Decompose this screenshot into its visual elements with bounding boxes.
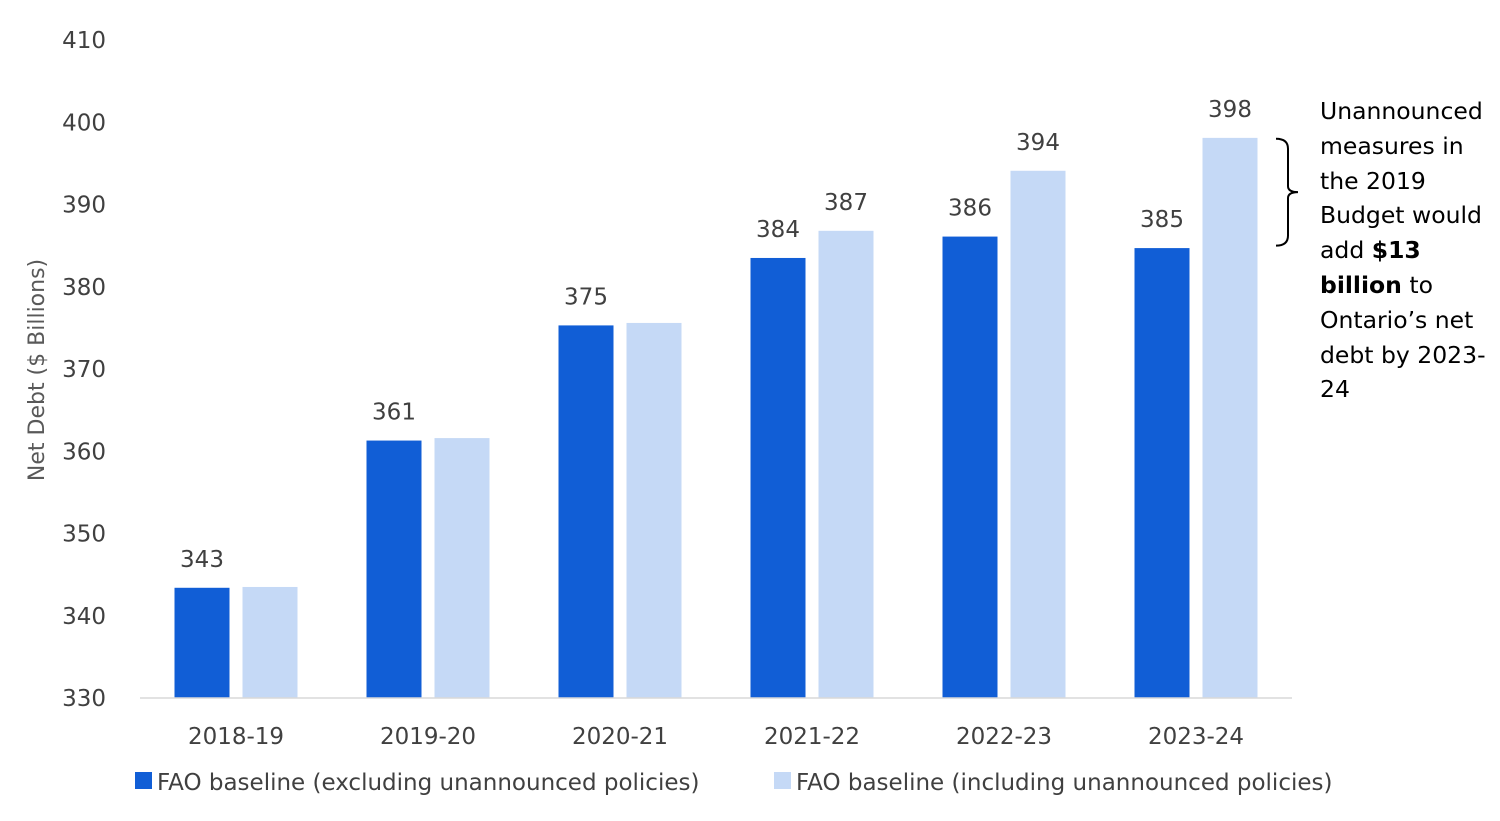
data-label: 375	[564, 284, 608, 310]
y-axis-ticks: 330 340 350 360 370 380 390 400 410	[62, 28, 106, 712]
y-tick-label: 380	[62, 275, 106, 301]
annotation-text: Unannounced measures in the 2019 Budget …	[1320, 94, 1495, 407]
bar-including-2019-20	[434, 438, 490, 698]
y-tick-label: 330	[62, 686, 106, 712]
data-label: 386	[948, 196, 992, 222]
legend: FAO baseline (excluding unannounced poli…	[135, 770, 1332, 796]
legend-label-excluding: FAO baseline (excluding unannounced poli…	[157, 770, 699, 796]
bar-including-2022-23	[1010, 170, 1066, 699]
data-label: 385	[1140, 207, 1184, 233]
data-label: 384	[756, 217, 800, 243]
bar-excluding-2022-23	[942, 236, 998, 698]
x-axis-ticks: 2018-19 2019-20 2020-21 2021-22 2022-23 2023-…	[188, 724, 1244, 750]
y-tick-label: 390	[62, 193, 106, 219]
bar-including-2020-21	[626, 322, 682, 698]
annotation-text-before: Unannounced measures in the 2019 Budget …	[1320, 97, 1483, 265]
data-label: 387	[824, 190, 868, 216]
data-label: 343	[180, 547, 224, 573]
y-tick-label: 410	[62, 28, 106, 54]
x-tick-label: 2019-20	[380, 724, 476, 750]
bar-excluding-2018-19	[174, 587, 230, 698]
bar-excluding-2020-21	[558, 325, 614, 698]
bar-excluding-2019-20	[366, 440, 422, 698]
bar-including-2018-19	[242, 586, 298, 698]
annotation-text-after: to Ontario’s net debt by 2023-24	[1320, 270, 1486, 404]
y-tick-label: 370	[62, 357, 106, 383]
y-tick-label: 360	[62, 439, 106, 465]
x-tick-label: 2021-22	[764, 724, 860, 750]
y-axis-label: Net Debt ($ Billions)	[25, 259, 50, 481]
data-label: 394	[1016, 130, 1060, 156]
x-tick-label: 2022-23	[956, 724, 1052, 750]
data-label: 361	[372, 400, 416, 426]
annotation-text-bold: $13 billion	[1320, 236, 1421, 299]
bar-including-2023-24	[1202, 137, 1258, 698]
x-tick-label: 2023-24	[1148, 724, 1244, 750]
bar-excluding-2023-24	[1134, 248, 1190, 698]
legend-swatch-including	[774, 772, 791, 789]
y-tick-label: 340	[62, 604, 106, 630]
bars: 343 361 375 384 387 386 394 385 398	[174, 97, 1258, 699]
data-label: 398	[1208, 97, 1252, 123]
x-tick-label: 2018-19	[188, 724, 284, 750]
legend-label-including: FAO baseline (including unannounced poli…	[796, 770, 1332, 796]
bar-including-2021-22	[818, 230, 874, 698]
x-tick-label: 2020-21	[572, 724, 668, 750]
y-tick-label: 400	[62, 110, 106, 136]
bar-excluding-2021-22	[750, 257, 806, 698]
y-tick-label: 350	[62, 522, 106, 548]
legend-swatch-excluding	[135, 772, 152, 789]
annotation-bracket	[1275, 137, 1299, 247]
